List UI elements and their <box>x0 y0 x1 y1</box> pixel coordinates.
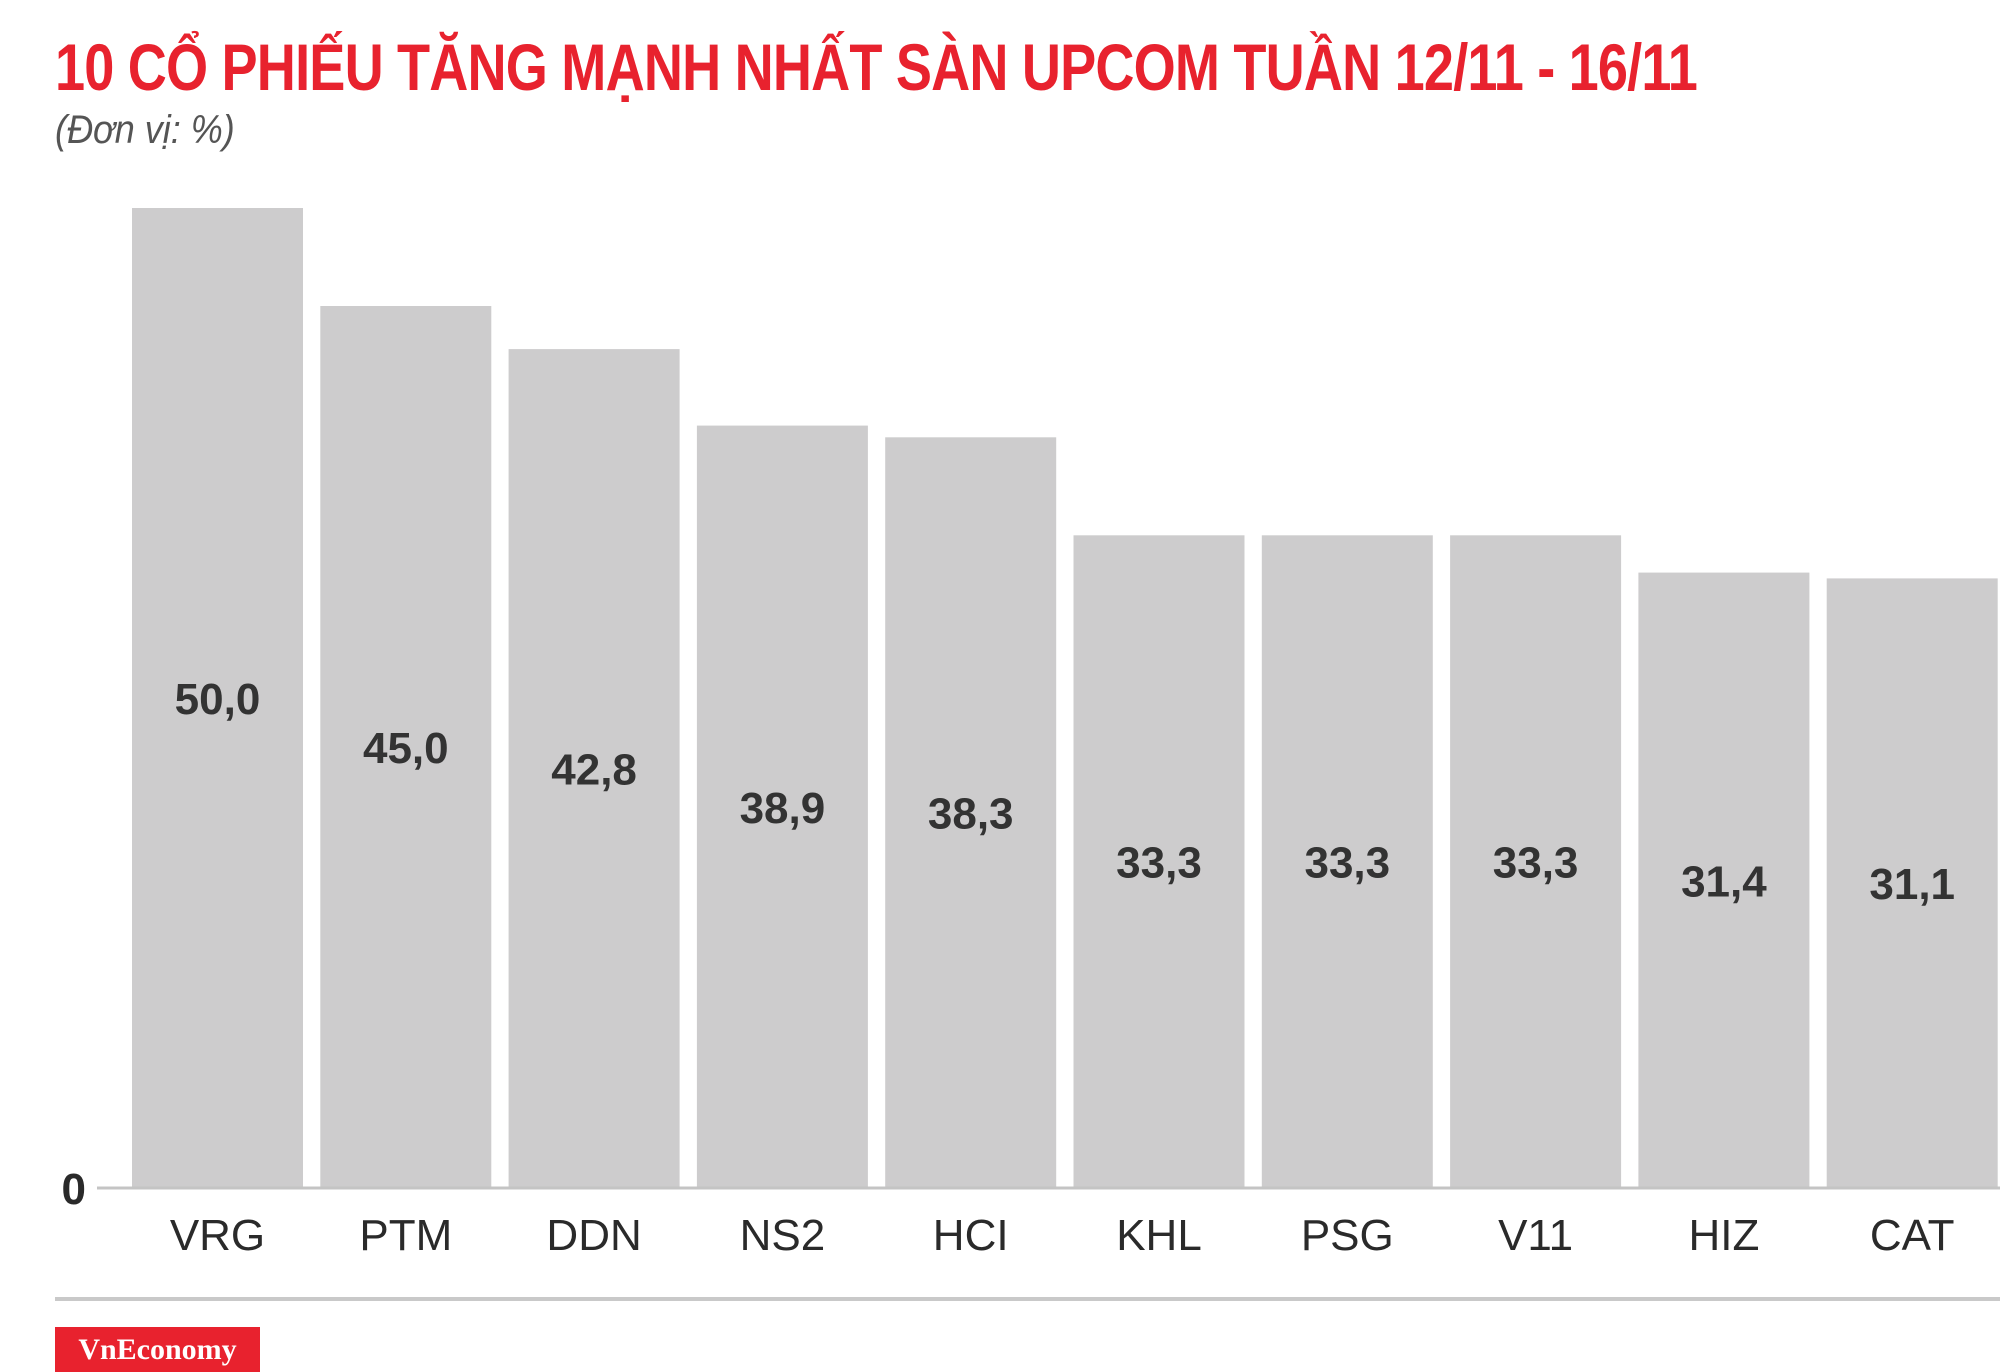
bar-psg <box>1261 535 1433 1188</box>
category-label-khl: KHL <box>1116 1211 1202 1260</box>
chart-title: 10 CỔ PHIẾU TĂNG MẠNH NHẤT SÀN UPCOM TUẦ… <box>55 30 1698 104</box>
category-label-vrg: VRG <box>170 1211 265 1260</box>
bar-ns2 <box>696 425 868 1189</box>
bar-ddn <box>508 349 680 1189</box>
category-labels-group: VRG PTM DDN NS2 HCI KHL PSG V11 HIZ CAT <box>170 1211 1955 1260</box>
bar-cat <box>1826 578 1998 1188</box>
bar-hiz <box>1638 572 1810 1188</box>
bar-khl <box>1073 535 1245 1188</box>
category-label-cat: CAT <box>1870 1211 1955 1260</box>
bar-hci <box>885 437 1057 1188</box>
value-label-hci: 38,3 <box>928 790 1014 839</box>
value-label-v11: 33,3 <box>1493 839 1579 888</box>
value-label-vrg: 50,0 <box>175 675 261 724</box>
value-labels-group: 50,0 45,0 42,8 38,9 38,3 33,3 33,3 33,3 31,4 31,1 <box>175 675 1955 909</box>
category-label-hci: HCI <box>933 1211 1009 1260</box>
category-label-hiz: HIZ <box>1688 1211 1759 1260</box>
category-label-ddn: DDN <box>546 1211 641 1260</box>
category-label-ns2: NS2 <box>740 1211 826 1260</box>
bar-chart: 0 50,0 45,0 42,8 38,9 38,3 33,3 33,3 33,3 31,4 31… <box>62 208 2000 1260</box>
value-label-ns2: 38,9 <box>740 784 826 833</box>
category-label-ptm: PTM <box>359 1211 452 1260</box>
unit-label: (Đơn vị: %) <box>55 108 235 152</box>
bar-ptm <box>320 306 492 1188</box>
bar-v11 <box>1450 535 1622 1188</box>
category-label-v11: V11 <box>1498 1211 1573 1260</box>
category-label-psg: PSG <box>1301 1211 1394 1260</box>
value-label-hiz: 31,4 <box>1681 857 1767 906</box>
value-label-cat: 31,1 <box>1869 860 1955 909</box>
vneconomy-logo: VnEconomy <box>55 1327 260 1372</box>
footer-divider <box>55 1297 2000 1301</box>
bar-vrg <box>132 208 303 1188</box>
value-label-ptm: 45,0 <box>363 724 449 773</box>
bars-group <box>132 208 1998 1189</box>
value-label-khl: 33,3 <box>1116 839 1202 888</box>
value-label-psg: 33,3 <box>1304 839 1390 888</box>
y-axis-zero-tick: 0 <box>62 1165 86 1214</box>
value-label-ddn: 42,8 <box>551 746 637 795</box>
